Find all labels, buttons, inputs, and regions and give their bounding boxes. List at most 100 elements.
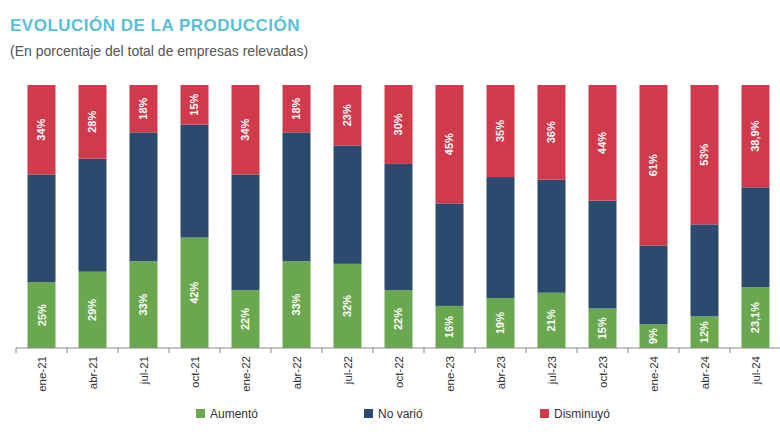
data-label: 42% [189, 282, 201, 304]
x-tick-label: oct-23 [597, 356, 609, 388]
data-label: 25% [36, 304, 48, 326]
data-label: 28% [87, 111, 99, 133]
bar-segment [385, 85, 413, 164]
x-tick-label: jul-24 [750, 355, 762, 385]
x-axis-separator [526, 348, 527, 353]
bar-segment [538, 293, 566, 348]
x-tick-label: ene-22 [240, 356, 252, 392]
bar-segment [283, 85, 311, 132]
x-tick-label: abr-21 [87, 356, 99, 389]
bar-segment [691, 85, 719, 224]
bar-segment [79, 272, 107, 348]
x-axis-separator [475, 348, 476, 353]
x-tick-label: jul-23 [546, 356, 558, 385]
data-label: 23,1% [750, 302, 762, 333]
bar-segment [436, 306, 464, 348]
data-label: 22% [240, 308, 252, 330]
data-label: 22% [393, 308, 405, 330]
bar-segment [589, 85, 617, 201]
data-label: 23% [342, 104, 354, 126]
data-label: 30% [393, 113, 405, 135]
bar-segment [385, 290, 413, 348]
x-axis-separator [67, 348, 68, 353]
x-tick-label: jul-22 [342, 356, 354, 385]
bar-segment [334, 264, 362, 348]
x-axis-separator [322, 348, 323, 353]
legend-swatch [540, 409, 549, 418]
data-label: 12% [699, 321, 711, 343]
bar-segment [181, 85, 209, 124]
data-label: 34% [36, 118, 48, 140]
data-labels: 25%34%29%28%33%18%42%15%22%34%33%18%32%2… [36, 94, 762, 345]
x-axis-separator [373, 348, 374, 353]
x-tick-label: ene-21 [36, 356, 48, 392]
bar-segment [385, 164, 413, 290]
bar-segment [28, 282, 56, 348]
bar-segment [130, 85, 158, 132]
bar-segment [334, 145, 362, 263]
data-label: 15% [597, 317, 609, 339]
subtitle: (En porcentaje del total de empresas rel… [10, 43, 308, 59]
bar-segment [181, 238, 209, 348]
bar-segment [283, 261, 311, 348]
legend-swatch [196, 409, 205, 418]
x-tick-label: jul-21 [138, 356, 150, 385]
data-label: 38,9% [750, 120, 762, 151]
chart-svg: EVOLUCIÓN DE LA PRODUCCIÓN (En porcentaje… [0, 0, 780, 434]
bar-segment [487, 298, 515, 348]
bar-segment [181, 124, 209, 237]
data-label: 44% [597, 132, 609, 154]
data-label: 33% [291, 293, 303, 315]
data-label: 18% [291, 97, 303, 119]
bar-segment [130, 261, 158, 348]
x-tick-label: ene-24 [648, 355, 660, 391]
data-label: 61% [648, 154, 660, 176]
x-tick-label: abr-22 [291, 356, 303, 389]
bar-segment [130, 132, 158, 261]
bar-segment [691, 224, 719, 316]
x-axis-line [16, 348, 780, 349]
x-axis-separator [730, 348, 731, 353]
bar-segment [691, 316, 719, 348]
data-label: 15% [189, 94, 201, 116]
x-axis-separator [220, 348, 221, 353]
bar-segment [283, 132, 311, 261]
data-label: 21% [546, 309, 558, 331]
bar-segment [334, 85, 362, 145]
x-axis-separator [577, 348, 578, 353]
data-label: 36% [546, 121, 558, 143]
bar-segment [436, 85, 464, 203]
data-label: 34% [240, 118, 252, 140]
bar-segment [538, 180, 566, 293]
bar-segment [79, 159, 107, 272]
bar-segment [640, 324, 668, 348]
data-label: 53% [699, 143, 711, 165]
title: EVOLUCIÓN DE LA PRODUCCIÓN [10, 16, 300, 35]
x-axis-separator [169, 348, 170, 353]
data-label: 35% [495, 120, 507, 142]
x-axis-separator [679, 348, 680, 353]
bar-segment [538, 85, 566, 180]
bar-segment [640, 245, 668, 324]
bar-segment [232, 85, 260, 174]
legend-swatch [364, 409, 373, 418]
legend-label: No varió [378, 407, 423, 421]
bar-segment [640, 85, 668, 245]
data-label: 45% [444, 133, 456, 155]
bar-segment [589, 309, 617, 348]
bar-segment [742, 85, 770, 187]
bar-segment [28, 85, 56, 174]
x-axis-separator [16, 348, 17, 353]
bar-segment [436, 203, 464, 306]
bar-segment [742, 287, 770, 348]
bar-segment [28, 174, 56, 282]
data-label: 18% [138, 97, 150, 119]
x-tick-label: oct-22 [393, 356, 405, 388]
bar-segment [232, 290, 260, 348]
bar-segment [742, 187, 770, 287]
x-tick-label: oct-21 [189, 356, 201, 388]
data-label: 29% [87, 299, 99, 321]
bar-segment [79, 85, 107, 159]
data-label: 32% [342, 295, 354, 317]
x-tick-label: abr-24 [699, 355, 711, 389]
